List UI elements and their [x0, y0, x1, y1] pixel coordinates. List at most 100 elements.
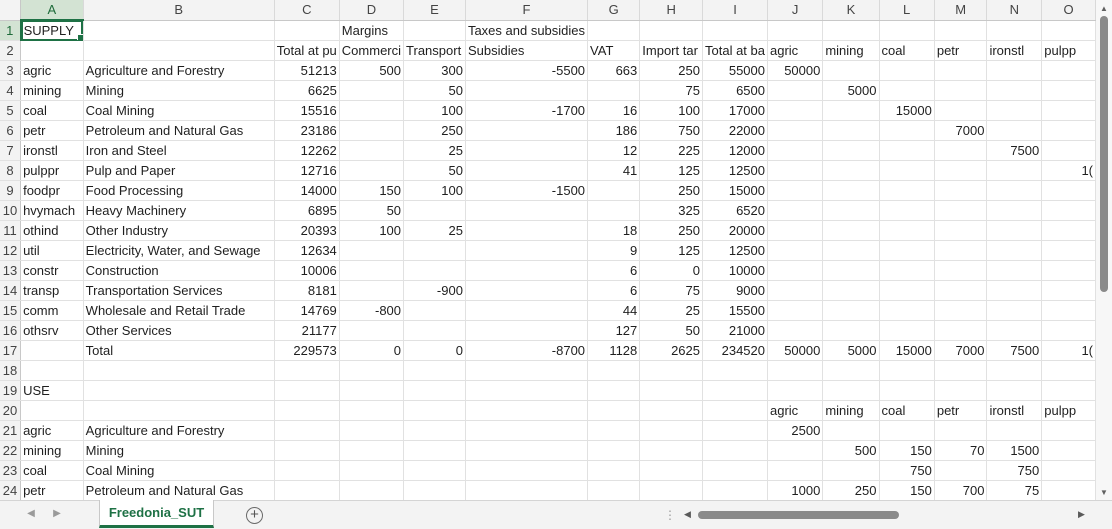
cell-m18[interactable]: [934, 360, 988, 381]
cell-l8[interactable]: [879, 160, 935, 181]
cell-e7[interactable]: 25: [403, 140, 466, 161]
cell-l15[interactable]: [879, 300, 935, 321]
cell-a15[interactable]: comm: [20, 300, 84, 321]
cell-f4[interactable]: [465, 80, 589, 101]
cell-h23[interactable]: [639, 460, 703, 481]
cell-d18[interactable]: [339, 360, 405, 381]
cell-n16[interactable]: [986, 320, 1043, 341]
cell-g18[interactable]: [587, 360, 641, 381]
cell-k24[interactable]: 250: [822, 480, 880, 500]
row-header[interactable]: 5: [0, 100, 22, 121]
cell-c9[interactable]: 14000: [274, 180, 340, 201]
cell-g11[interactable]: 18: [587, 220, 641, 241]
cell-k4[interactable]: 5000: [822, 80, 880, 101]
row-header[interactable]: 17: [0, 340, 22, 361]
cell-i24[interactable]: [702, 480, 768, 500]
row-header[interactable]: 18: [0, 360, 22, 381]
horizontal-scroll-thumb[interactable]: [698, 511, 899, 519]
chevron-left-icon[interactable]: ◀: [27, 508, 35, 519]
row-header[interactable]: 9: [0, 180, 22, 201]
row-header[interactable]: 8: [0, 160, 22, 181]
cell-j7[interactable]: [767, 140, 824, 161]
cell-b12[interactable]: Electricity, Water, and Sewage: [83, 240, 275, 261]
cell-b13[interactable]: Construction: [83, 260, 275, 281]
cell-o5[interactable]: [1041, 100, 1096, 121]
cell-i10[interactable]: 6520: [702, 200, 768, 221]
cell-k11[interactable]: [822, 220, 880, 241]
cell-n18[interactable]: [986, 360, 1043, 381]
cell-n13[interactable]: [986, 260, 1043, 281]
cell-g3[interactable]: 663: [587, 60, 641, 81]
cell-b5[interactable]: Coal Mining: [83, 100, 275, 121]
cell-m17[interactable]: 7000: [934, 340, 988, 361]
cell-b15[interactable]: Wholesale and Retail Trade: [83, 300, 275, 321]
cell-m8[interactable]: [934, 160, 988, 181]
cell-i2[interactable]: Total at ba: [702, 40, 768, 61]
cell-a19[interactable]: USE: [20, 380, 84, 401]
cell-n21[interactable]: [986, 420, 1043, 441]
cell-o19[interactable]: [1041, 380, 1096, 401]
cell-o16[interactable]: [1041, 320, 1096, 341]
cell-n3[interactable]: [986, 60, 1043, 81]
scroll-down-arrow-icon[interactable]: ▼: [1100, 488, 1108, 497]
scroll-right-arrow-icon[interactable]: ▶: [1078, 509, 1085, 519]
cell-k16[interactable]: [822, 320, 880, 341]
cell-b14[interactable]: Transportation Services: [83, 280, 275, 301]
cell-d17[interactable]: 0: [339, 340, 405, 361]
cell-m2[interactable]: petr: [934, 40, 988, 61]
row-header[interactable]: 4: [0, 80, 22, 101]
column-header-l[interactable]: L: [879, 0, 935, 21]
cell-b16[interactable]: Other Services: [83, 320, 275, 341]
cell-h1[interactable]: [639, 20, 703, 41]
row-header[interactable]: 3: [0, 60, 22, 81]
cell-j3[interactable]: 50000: [767, 60, 824, 81]
column-header-h[interactable]: H: [639, 0, 703, 21]
cell-f9[interactable]: -1500: [465, 180, 589, 201]
cell-f15[interactable]: [465, 300, 589, 321]
cell-k19[interactable]: [822, 380, 880, 401]
cell-k2[interactable]: mining: [822, 40, 880, 61]
cell-e20[interactable]: [403, 400, 466, 421]
cell-i7[interactable]: 12000: [702, 140, 768, 161]
cell-l2[interactable]: coal: [879, 40, 935, 61]
cell-l5[interactable]: 15000: [879, 100, 935, 121]
cell-n10[interactable]: [986, 200, 1043, 221]
cell-k23[interactable]: [822, 460, 880, 481]
cell-i11[interactable]: 20000: [702, 220, 768, 241]
cell-i14[interactable]: 9000: [702, 280, 768, 301]
cell-n15[interactable]: [986, 300, 1043, 321]
cell-m20[interactable]: petr: [934, 400, 988, 421]
cell-n23[interactable]: 750: [986, 460, 1043, 481]
cell-m9[interactable]: [934, 180, 988, 201]
cell-a8[interactable]: pulppr: [20, 160, 84, 181]
cell-l21[interactable]: [879, 420, 935, 441]
cell-c8[interactable]: 12716: [274, 160, 340, 181]
cell-d7[interactable]: [339, 140, 405, 161]
scroll-up-arrow-icon[interactable]: ▲: [1100, 4, 1108, 13]
row-header[interactable]: 1: [0, 20, 22, 41]
cell-o4[interactable]: [1041, 80, 1096, 101]
cell-d5[interactable]: [339, 100, 405, 121]
cell-m22[interactable]: 70: [934, 440, 988, 461]
cell-h24[interactable]: [639, 480, 703, 500]
cell-m1[interactable]: [934, 20, 988, 41]
cell-j24[interactable]: 1000: [767, 480, 824, 500]
cell-o23[interactable]: [1041, 460, 1096, 481]
cell-l12[interactable]: [879, 240, 935, 261]
cell-n19[interactable]: [986, 380, 1043, 401]
cell-f12[interactable]: [465, 240, 589, 261]
cell-m4[interactable]: [934, 80, 988, 101]
cell-e2[interactable]: Transport: [403, 40, 466, 61]
cell-g8[interactable]: 41: [587, 160, 641, 181]
cell-k21[interactable]: [822, 420, 880, 441]
cell-k18[interactable]: [822, 360, 880, 381]
cell-m5[interactable]: [934, 100, 988, 121]
cell-d24[interactable]: [339, 480, 405, 500]
cell-h11[interactable]: 250: [639, 220, 703, 241]
cell-j14[interactable]: [767, 280, 824, 301]
row-header[interactable]: 20: [0, 400, 22, 421]
cell-f19[interactable]: [465, 380, 589, 401]
cell-l4[interactable]: [879, 80, 935, 101]
cell-k8[interactable]: [822, 160, 880, 181]
